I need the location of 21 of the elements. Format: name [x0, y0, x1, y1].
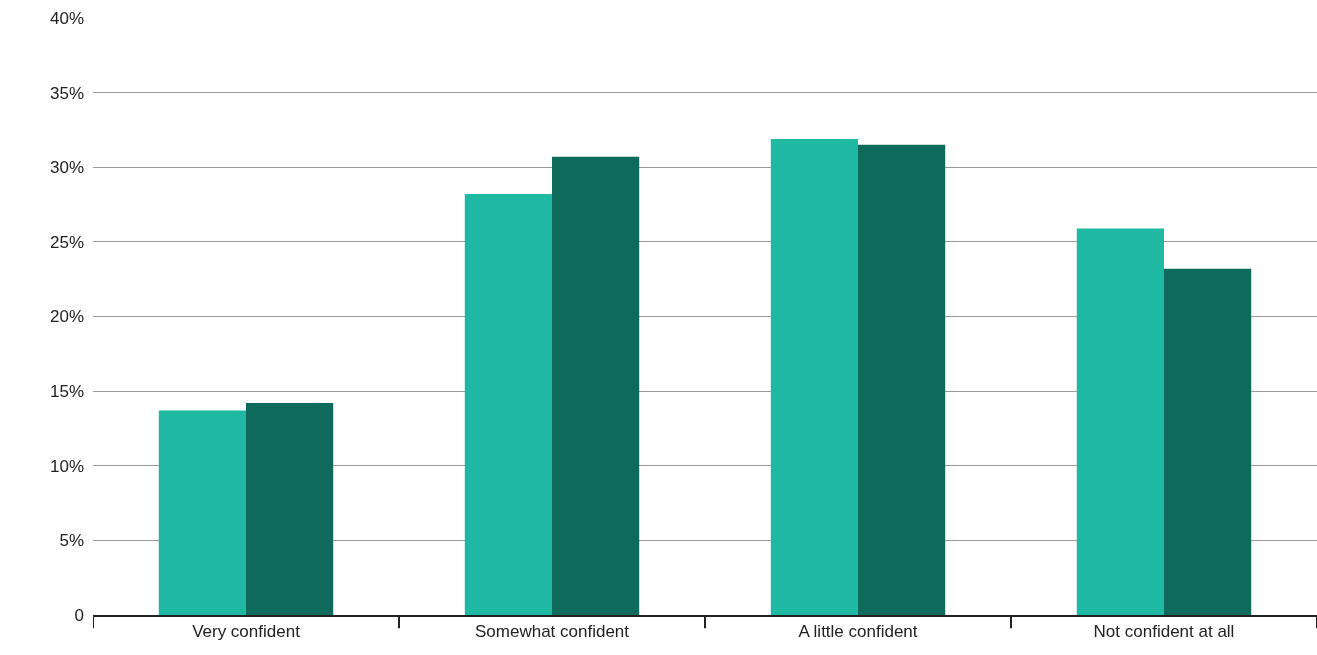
bar — [246, 403, 334, 615]
y-tick-label: 40% — [49, 8, 84, 28]
y-tick-label: 15% — [49, 382, 84, 402]
bar — [464, 194, 552, 615]
bar — [770, 138, 858, 615]
y-tick-label: 10% — [49, 456, 84, 476]
x-tick-label: Not confident at all — [1093, 622, 1235, 642]
y-tick-label: 30% — [49, 158, 84, 178]
bar — [1076, 228, 1164, 615]
y-tick-label: 25% — [49, 232, 84, 252]
bar — [552, 156, 640, 615]
x-tick-label: Very confident — [192, 622, 301, 642]
y-tick-label: 20% — [49, 307, 84, 327]
y-tick-label: 0 — [74, 605, 84, 625]
y-tick-label: 35% — [49, 83, 84, 103]
bar — [858, 144, 946, 615]
bar — [158, 410, 246, 615]
x-tick-label: A little confident — [798, 622, 918, 642]
x-tick-label: Somewhat confident — [474, 622, 630, 642]
bar — [1164, 268, 1252, 615]
y-tick-label: 5% — [59, 531, 84, 551]
